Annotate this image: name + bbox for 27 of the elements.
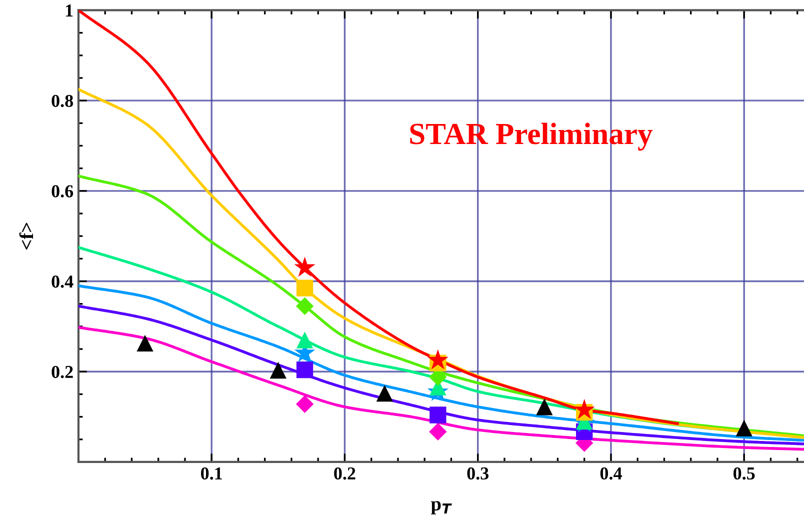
x-tick-label: 0.2 [334, 467, 356, 480]
point [736, 420, 752, 436]
point [296, 297, 314, 315]
point [296, 332, 314, 348]
point [270, 362, 286, 379]
point [427, 349, 448, 370]
point [376, 384, 393, 402]
x-tick-label: 0.4 [600, 467, 622, 480]
x-axis-title: p$_{T}$ [430, 501, 452, 514]
y-tick-label: 0.4 [52, 276, 74, 288]
y-tick-label: 1 [66, 4, 73, 16]
point [429, 422, 447, 441]
point [430, 406, 446, 424]
y-tick-label: 0.6 [52, 185, 74, 198]
point [296, 280, 314, 296]
x-tick-label: 0.1 [201, 467, 222, 480]
point [296, 395, 314, 413]
point [296, 361, 314, 378]
x-tick-label: 0.3 [467, 467, 489, 480]
y-tick-label: 0.8 [52, 94, 74, 108]
y-axis-title: <f> [19, 222, 34, 250]
x-tick-label: 0.5 [733, 467, 755, 480]
y-tick-label: 0.2 [52, 366, 73, 378]
point [136, 334, 154, 352]
point [536, 398, 553, 416]
point [574, 398, 595, 420]
point [294, 256, 316, 277]
